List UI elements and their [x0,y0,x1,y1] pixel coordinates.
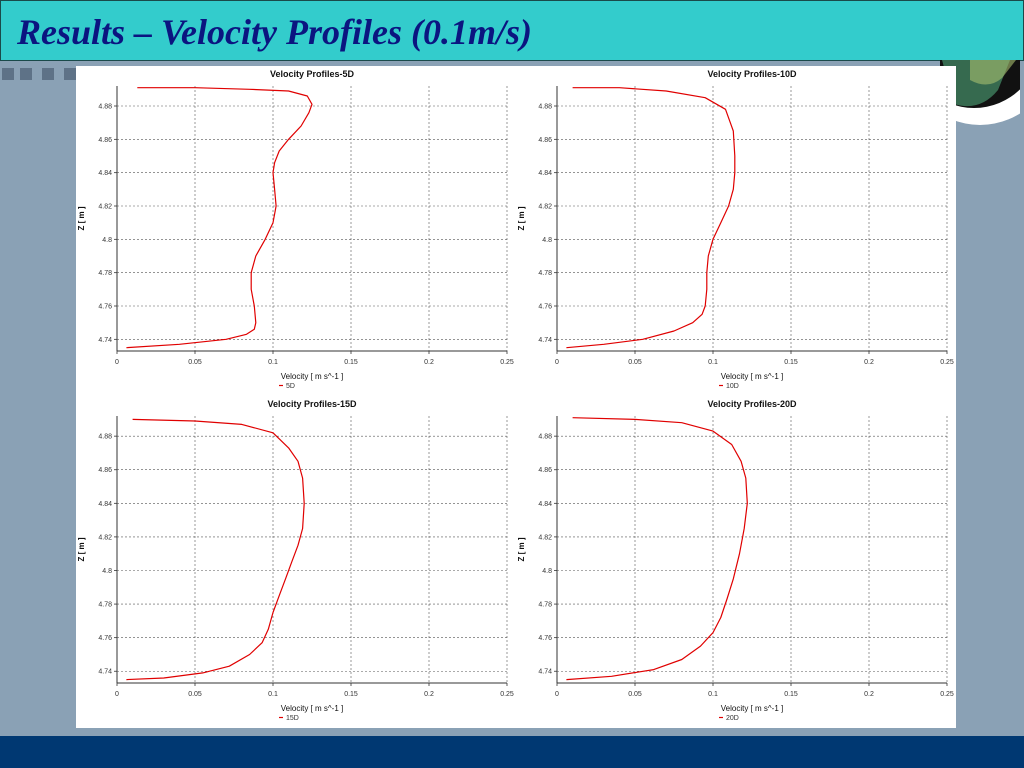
chart-15d: 0 0.05 0.1 0.15 0.2 0.25 4.74 4.76 4.78 4.8 4.82 4.… [77,399,514,722]
y-tick-label: 4.84 [98,501,112,508]
decorative-dash-row [0,68,80,82]
y-tick-label: 4.86 [538,467,552,474]
y-tick-label: 4.74 [538,337,552,344]
y-tick-label: 4.82 [538,534,552,541]
y-tick-label: 4.86 [98,467,112,474]
y-tick-label: 4.8 [542,568,552,575]
x-tick-label: 0.15 [344,691,358,698]
x-tick-label: 0.2 [864,691,874,698]
slide-title: Results – Velocity Profiles (0.1m/s) [17,12,532,52]
footer-bar [0,736,1024,768]
y-tick-label: 4.78 [538,270,552,277]
series-line-5D [126,87,313,349]
y-tick-label: 4.82 [538,204,552,211]
y-tick-label: 4.88 [538,434,552,441]
chart-panel-10d: 0 0.05 0.1 0.15 0.2 0.25 4.74 4.76 4.78 4.8 4.82 4.… [516,66,956,396]
y-tick-label: 4.76 [98,304,112,311]
logo-graphic-svg [940,60,1020,125]
chart-title: Velocity Profiles-5D [270,69,355,79]
chart-title: Velocity Profiles-10D [707,69,797,79]
chart-5d: 0 0.05 0.1 0.15 0.2 0.25 4.74 4.76 4.78 4.8 4.82 4.… [77,69,514,390]
x-tick-label: 0.2 [424,359,434,366]
chart-10d: 0 0.05 0.1 0.15 0.2 0.25 4.74 4.76 4.78 4.8 4.82 4.… [517,69,954,390]
decorative-dash [20,68,32,80]
legend-label: 10D [726,383,739,390]
series-line-20D [566,417,748,681]
y-tick-label: 4.78 [98,270,112,277]
x-tick-label: 0.05 [628,691,642,698]
series-line-15D [126,418,305,681]
chart-panel-20d: 0 0.05 0.1 0.15 0.2 0.25 4.74 4.76 4.78 4.8 4.82 4.… [516,396,956,728]
y-tick-label: 4.86 [538,137,552,144]
x-axis-label: Velocity [ m s^-1 ] [721,704,783,713]
logo-swirl [970,60,1016,85]
decorative-dash [2,68,14,80]
decorative-dash [64,68,76,80]
x-tick-label: 0.15 [344,359,358,366]
decorative-dash [42,68,54,80]
chart-title: Velocity Profiles-15D [267,399,357,409]
legend-label: 5D [286,383,295,390]
y-tick-label: 4.76 [538,635,552,642]
y-axis-label: Z [ m ] [517,537,526,561]
y-tick-label: 4.76 [98,635,112,642]
x-tick-label: 0.1 [708,359,718,366]
slide-title-bar: Results – Velocity Profiles (0.1m/s) [0,0,1024,61]
y-tick-label: 4.76 [538,304,552,311]
x-axis-label: Velocity [ m s^-1 ] [281,372,343,381]
x-tick-label: 0.1 [708,691,718,698]
y-tick-label: 4.82 [98,534,112,541]
y-axis-label: Z [ m ] [77,206,86,230]
y-axis-label: Z [ m ] [517,206,526,230]
x-tick-label: 0.05 [188,691,202,698]
y-tick-label: 4.74 [98,337,112,344]
y-tick-label: 4.8 [102,568,112,575]
y-tick-label: 4.74 [538,669,552,676]
legend-label: 20D [726,715,739,722]
y-tick-label: 4.88 [98,104,112,111]
x-tick-label: 0.05 [188,359,202,366]
x-tick-label: 0 [555,691,559,698]
x-tick-label: 0.15 [784,359,798,366]
x-tick-label: 0.25 [940,691,954,698]
y-tick-label: 4.84 [538,501,552,508]
y-tick-label: 4.78 [538,602,552,609]
y-tick-label: 4.8 [542,237,552,244]
y-tick-label: 4.82 [98,204,112,211]
y-tick-label: 4.88 [98,434,112,441]
y-tick-label: 4.86 [98,137,112,144]
chart-panel-5d: 0 0.05 0.1 0.15 0.2 0.25 4.74 4.76 4.78 4.8 4.82 4.… [76,66,516,396]
y-tick-label: 4.8 [102,237,112,244]
legend-label: 15D [286,715,299,722]
x-tick-label: 0.05 [628,359,642,366]
x-tick-label: 0 [115,691,119,698]
y-axis-label: Z [ m ] [77,537,86,561]
chart-panel-15d: 0 0.05 0.1 0.15 0.2 0.25 4.74 4.76 4.78 4.8 4.82 4.… [76,396,516,728]
y-tick-label: 4.78 [98,602,112,609]
chart-20d: 0 0.05 0.1 0.15 0.2 0.25 4.74 4.76 4.78 4.8 4.82 4.… [517,399,954,722]
x-tick-label: 0 [555,359,559,366]
x-tick-label: 0 [115,359,119,366]
x-tick-label: 0.1 [268,359,278,366]
x-tick-label: 0.15 [784,691,798,698]
y-tick-label: 4.84 [538,170,552,177]
x-tick-label: 0.2 [424,691,434,698]
chart-title: Velocity Profiles-20D [707,399,797,409]
y-tick-label: 4.84 [98,170,112,177]
x-tick-label: 0.25 [940,359,954,366]
y-tick-label: 4.74 [98,669,112,676]
x-axis-label: Velocity [ m s^-1 ] [281,704,343,713]
logo-graphic [940,60,1020,144]
x-tick-label: 0.2 [864,359,874,366]
y-tick-label: 4.88 [538,104,552,111]
x-axis-label: Velocity [ m s^-1 ] [721,372,783,381]
x-tick-label: 0.25 [500,359,514,366]
x-tick-label: 0.25 [500,691,514,698]
x-tick-label: 0.1 [268,691,278,698]
series-line-10D [566,87,736,349]
